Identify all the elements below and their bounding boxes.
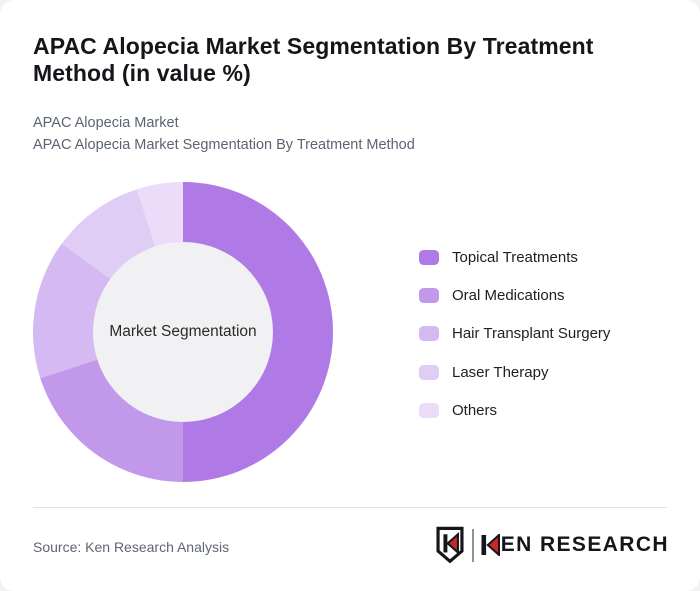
legend-label: Others [452,401,498,419]
donut-chart: Market Segmentation [33,182,333,482]
donut-center: Market Segmentation [93,242,273,422]
logo-brand-rest: EN RESEARCH [500,533,669,556]
logo-wordmark: EN RESEARCH [481,533,669,557]
legend-label: Topical Treatments [452,248,578,266]
legend-swatch [419,364,439,380]
logo-k-icon [481,534,500,556]
donut-center-label: Market Segmentation [109,323,257,340]
legend-label: Hair Transplant Surgery [452,325,611,343]
ken-research-logo: EN RESEARCH [436,526,669,564]
subtitle-line-2: APAC Alopecia Market Segmentation By Tre… [33,137,415,153]
legend-swatch [419,402,439,418]
footer-divider [33,507,667,508]
legend-swatch [419,249,439,265]
legend-swatch [419,326,439,342]
legend-label: Laser Therapy [452,363,549,381]
legend-item: Topical Treatments [419,238,610,276]
logo-divider [471,528,474,562]
subtitle-line-1: APAC Alopecia Market [33,115,179,131]
chart-legend: Topical Treatments Oral Medications Hair T… [419,238,610,429]
legend-swatch [419,287,439,303]
chart-subtitle: APAC Alopecia Market APAC Alopecia Marke… [33,112,415,156]
legend-item: Laser Therapy [419,353,610,391]
legend-item: Oral Medications [419,276,610,314]
legend-item: Others [419,391,610,429]
page-title: APAC Alopecia Market Segmentation By Tre… [33,33,594,87]
shield-k-icon [436,526,464,564]
legend-label: Oral Medications [452,286,565,304]
source-text: Source: Ken Research Analysis [33,539,230,555]
legend-item: Hair Transplant Surgery [419,315,610,353]
